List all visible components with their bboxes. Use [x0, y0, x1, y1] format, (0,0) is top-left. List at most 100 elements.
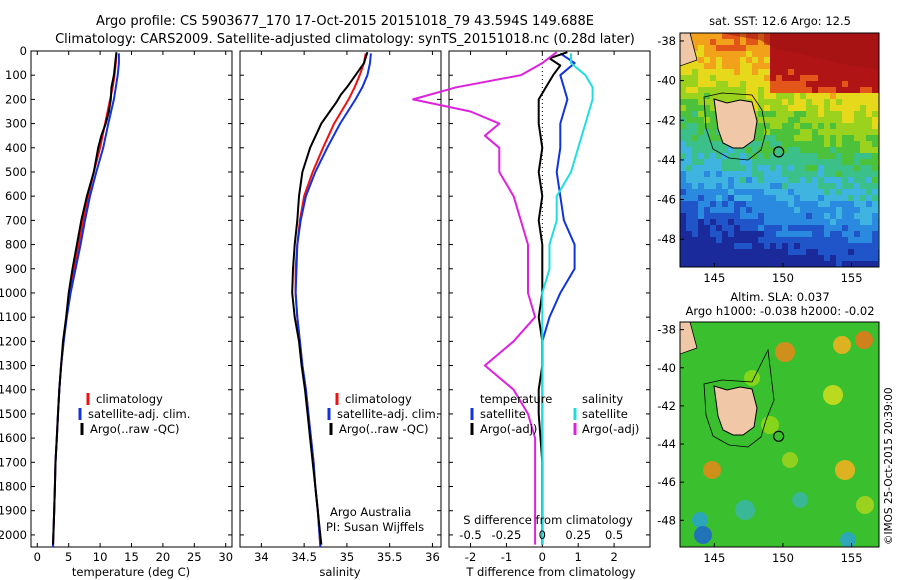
sst-cell — [764, 225, 770, 231]
sst-cell — [872, 123, 878, 129]
y-tick-label: 300 — [5, 117, 27, 131]
sst-cell — [842, 255, 848, 261]
sst-cell — [746, 153, 752, 159]
difference-legend: temperature satellite Argo(-adj) salinit… — [470, 392, 639, 436]
sst-cell — [866, 81, 872, 87]
sst-cell — [686, 135, 692, 141]
sst-cell — [698, 129, 704, 135]
sst-cell — [818, 225, 824, 231]
sst-cell — [854, 219, 860, 225]
sst-cell — [854, 261, 860, 267]
temperature-axes: 0 5 10 15 20 25 300100200300400500600700800900… — [0, 44, 233, 564]
sst-cell — [842, 225, 848, 231]
sst-cell — [818, 69, 824, 75]
sst-cell — [872, 201, 878, 207]
sst-cell — [692, 183, 698, 189]
sst-cell — [812, 129, 818, 135]
sst-cell — [860, 159, 866, 165]
sst-cell — [740, 147, 746, 153]
sst-cell — [776, 141, 782, 147]
sst-cell — [680, 63, 686, 69]
sst-cell — [800, 81, 806, 87]
sst-cell — [734, 147, 740, 153]
sst-cell — [806, 231, 812, 237]
sst-cell — [860, 69, 866, 75]
sst-cell — [848, 225, 854, 231]
sst-cell — [842, 261, 848, 267]
sst-cell — [794, 183, 800, 189]
sst-cell — [686, 165, 692, 171]
sst-cell — [770, 261, 776, 267]
sst-cell — [692, 63, 698, 69]
sst-cell — [758, 117, 764, 123]
sst-cell — [836, 129, 842, 135]
sst-cell — [740, 219, 746, 225]
sst-cell — [716, 219, 722, 225]
sst-cell — [788, 237, 794, 243]
sst-cell — [770, 45, 776, 51]
sst-cell — [854, 213, 860, 219]
sst-cell — [824, 195, 830, 201]
sst-cell — [848, 249, 854, 255]
salinity-xlabel: salinity — [319, 565, 360, 579]
sst-cell — [836, 87, 842, 93]
sst-cell — [728, 159, 734, 165]
sst-cell — [812, 261, 818, 267]
sst-cell — [686, 105, 692, 111]
sst-cell — [854, 117, 860, 123]
sst-cell — [782, 249, 788, 255]
sla-map-subtitle: Argo h1000: -0.038 h2000: -0.02 — [685, 304, 874, 318]
sst-cell — [830, 183, 836, 189]
sst-cell — [818, 99, 824, 105]
sst-cell — [818, 105, 824, 111]
sst-cell — [752, 63, 758, 69]
sst-cell — [872, 255, 878, 261]
sst-cell — [800, 159, 806, 165]
sst-cell — [698, 213, 704, 219]
sst-cell — [866, 159, 872, 165]
sst-cell — [686, 93, 692, 99]
sst-cell — [848, 87, 854, 93]
sst-cell — [872, 81, 878, 87]
sst-cell — [722, 255, 728, 261]
sst-cell — [872, 135, 878, 141]
sst-cell — [740, 51, 746, 57]
sst-cell — [860, 231, 866, 237]
sst-cell — [776, 135, 782, 141]
sst-cell — [794, 255, 800, 261]
sst-cell — [704, 153, 710, 159]
sst-cell — [776, 117, 782, 123]
sst-cell — [860, 261, 866, 267]
sst-cell — [692, 129, 698, 135]
sst-cell — [716, 93, 722, 99]
sst-cell — [716, 171, 722, 177]
sst-map-frame — [679, 32, 880, 268]
sst-cell — [848, 243, 854, 249]
sst-cell — [872, 225, 878, 231]
sst-cell — [758, 75, 764, 81]
sst-cell — [698, 57, 704, 63]
sst-cell — [752, 219, 758, 225]
sst-cell — [836, 93, 842, 99]
sst-cell — [776, 219, 782, 225]
sst-cell — [782, 177, 788, 183]
sst-cell — [848, 177, 854, 183]
sst-cell — [866, 195, 872, 201]
sst-cell — [788, 219, 794, 225]
sst-cell — [710, 189, 716, 195]
sst-cell — [836, 117, 842, 123]
sst-cell — [704, 39, 710, 45]
y-tick-label: 800 — [5, 238, 27, 252]
sst-cell — [794, 189, 800, 195]
sla-anomaly — [856, 496, 874, 514]
sst-cell — [830, 105, 836, 111]
sst-cell — [794, 177, 800, 183]
sst-cell — [752, 57, 758, 63]
sst-cell — [782, 63, 788, 69]
sst-cell — [692, 189, 698, 195]
sst-cell — [734, 39, 740, 45]
sst-cell — [710, 141, 716, 147]
sst-cell — [680, 81, 686, 87]
sst-cell — [752, 147, 758, 153]
